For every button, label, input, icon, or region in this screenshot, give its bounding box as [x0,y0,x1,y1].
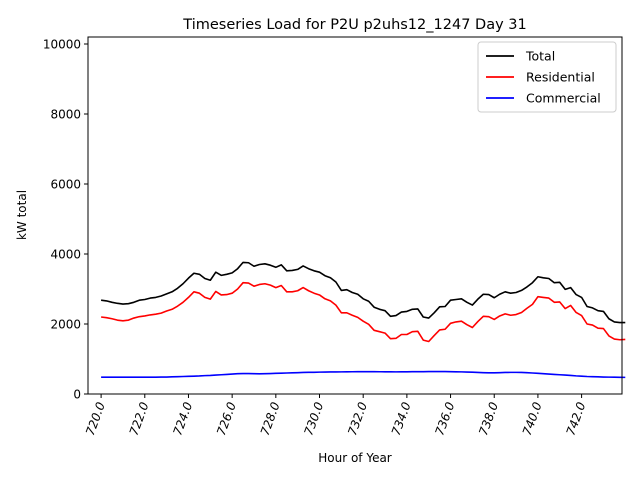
y-tick-label: 8000 [50,108,81,122]
legend: Total Residential Commercial [477,41,617,113]
series-line-commercial [101,370,626,379]
y-tick-label: 0 [73,388,81,402]
y-axis: 0 2000 4000 6000 8000 10000 [43,38,88,402]
y-tick-label: 6000 [50,178,81,192]
series-layer [100,261,626,379]
legend-label-total: Total [525,49,555,64]
plot-frame [87,36,623,395]
chart-title: Timeseries Load for P2U p2uhs12_1247 Day… [182,17,526,33]
series-line-residential [100,281,626,343]
legend-label-residential: Residential [526,70,595,85]
y-tick-label: 2000 [50,318,81,332]
series-line-total [100,261,626,324]
legend-label-commercial: Commercial [526,91,601,106]
legend-box [477,41,617,113]
x-axis-label: Hour of Year [318,451,392,465]
y-tick-label: 10000 [43,38,81,52]
y-tick-label: 4000 [50,248,81,262]
y-axis-label: kW total [15,190,29,240]
